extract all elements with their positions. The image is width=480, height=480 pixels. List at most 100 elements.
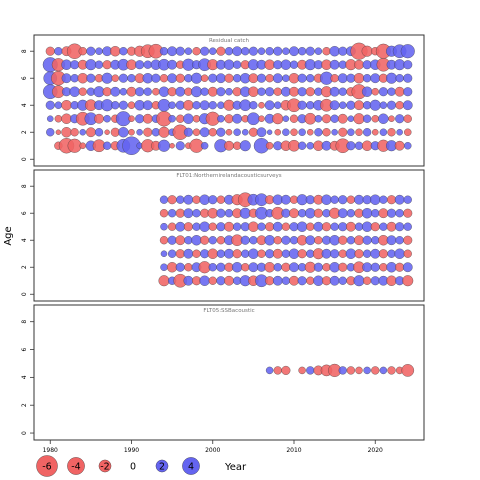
residual-bubble xyxy=(386,100,397,110)
residual-bubble xyxy=(47,115,54,122)
residual-bubble xyxy=(257,47,266,55)
residual-bubble xyxy=(160,223,168,231)
residual-bubble xyxy=(242,128,249,136)
residual-bubble xyxy=(183,100,194,111)
residual-bubble xyxy=(288,139,300,152)
residual-bubble xyxy=(175,208,185,218)
y-tick-label: 6 xyxy=(21,347,28,351)
residual-bubble xyxy=(70,128,79,137)
residual-bubble xyxy=(354,100,364,111)
residual-bubble xyxy=(403,73,413,83)
residual-bubble xyxy=(387,366,396,375)
residual-bubble xyxy=(386,235,397,246)
residual-bubble xyxy=(67,138,82,153)
residual-bubble xyxy=(281,208,291,218)
residual-bubble xyxy=(379,263,388,272)
residual-bubble xyxy=(118,73,128,83)
residual-bubble xyxy=(127,74,136,83)
residual-bubble xyxy=(167,209,177,218)
residual-bubble xyxy=(176,195,185,204)
residual-bubble xyxy=(362,276,372,285)
residual-bubble xyxy=(45,46,55,56)
residual-bubble xyxy=(54,115,63,123)
residual-bubble xyxy=(273,263,282,272)
residual-bubble xyxy=(394,140,405,151)
residual-bubble xyxy=(329,100,340,111)
residual-bubble xyxy=(403,195,412,204)
residual-bubble xyxy=(216,276,226,286)
residual-bubble xyxy=(142,73,153,84)
residual-bubble xyxy=(232,222,242,231)
x-axis-label: Year xyxy=(224,462,247,473)
residual-bubble xyxy=(329,275,340,286)
residual-bubble xyxy=(167,195,177,205)
residual-bubble xyxy=(371,236,380,245)
residual-bubble xyxy=(200,235,210,245)
residual-bubble xyxy=(281,235,291,245)
residual-bubble xyxy=(216,195,226,204)
x-tick-label: 1990 xyxy=(124,447,139,454)
residual-bubble xyxy=(183,208,194,219)
residual-bubble xyxy=(314,128,323,137)
residual-bubble xyxy=(224,47,234,56)
residual-bubble xyxy=(224,114,234,124)
residual-bubble xyxy=(54,47,63,56)
residual-bubble xyxy=(370,73,381,84)
residual-bubble xyxy=(70,74,79,83)
residual-bubble xyxy=(199,275,210,286)
residual-bubble xyxy=(175,221,186,232)
y-tick-label: 4 xyxy=(21,238,28,242)
residual-bubble xyxy=(167,46,177,57)
residual-bubble xyxy=(207,208,218,219)
residual-bubble xyxy=(78,47,87,56)
residual-bubble xyxy=(216,236,226,245)
legend-bubble xyxy=(67,457,85,475)
residual-bubble xyxy=(395,262,405,272)
residual-bubble xyxy=(168,115,176,123)
x-tick-label: 2020 xyxy=(368,447,383,454)
residual-bubble xyxy=(387,128,396,137)
residual-bubble xyxy=(403,87,413,97)
residual-bubble xyxy=(191,235,202,246)
residual-bubble xyxy=(200,74,209,82)
residual-bubble xyxy=(79,128,86,136)
residual-bubble xyxy=(313,262,323,272)
residual-bubble xyxy=(403,249,412,258)
residual-bubble xyxy=(199,221,210,232)
residual-bubble xyxy=(362,114,372,123)
residual-bubble xyxy=(346,195,356,204)
residual-bubble xyxy=(272,113,284,125)
residual-bubble xyxy=(199,127,210,138)
residual-bubble xyxy=(289,114,299,123)
residual-bubble xyxy=(248,127,258,137)
residual-bubble xyxy=(183,222,193,232)
residual-bubble xyxy=(126,86,137,97)
residual-bubble xyxy=(69,86,80,97)
residual-bubble xyxy=(322,47,331,56)
residual-bubble xyxy=(78,87,87,96)
residual-bubble xyxy=(111,101,120,110)
residual-bubble xyxy=(102,141,112,150)
residual-bubble xyxy=(224,221,234,232)
residual-bubble xyxy=(216,249,226,258)
residual-bubble xyxy=(321,222,332,232)
residual-bubble xyxy=(402,262,413,273)
y-tick-label: 4 xyxy=(21,375,28,379)
residual-bubble xyxy=(224,275,234,286)
residual-bubble xyxy=(346,221,356,232)
residual-bubble xyxy=(337,113,348,124)
residual-bubble xyxy=(306,276,315,285)
residual-bubble xyxy=(184,47,193,55)
residual-bubble xyxy=(264,100,275,111)
residual-bubble xyxy=(175,86,186,97)
residual-bubble xyxy=(331,128,338,136)
residual-bubble xyxy=(224,73,234,83)
residual-bubble xyxy=(362,262,372,273)
residual-bubble xyxy=(224,209,234,218)
residual-bubble xyxy=(354,235,364,246)
residual-bubble xyxy=(338,46,348,56)
residual-bubble xyxy=(282,128,290,136)
residual-bubble xyxy=(297,141,307,150)
residual-bubble xyxy=(208,263,217,272)
residual-bubble xyxy=(400,44,415,59)
